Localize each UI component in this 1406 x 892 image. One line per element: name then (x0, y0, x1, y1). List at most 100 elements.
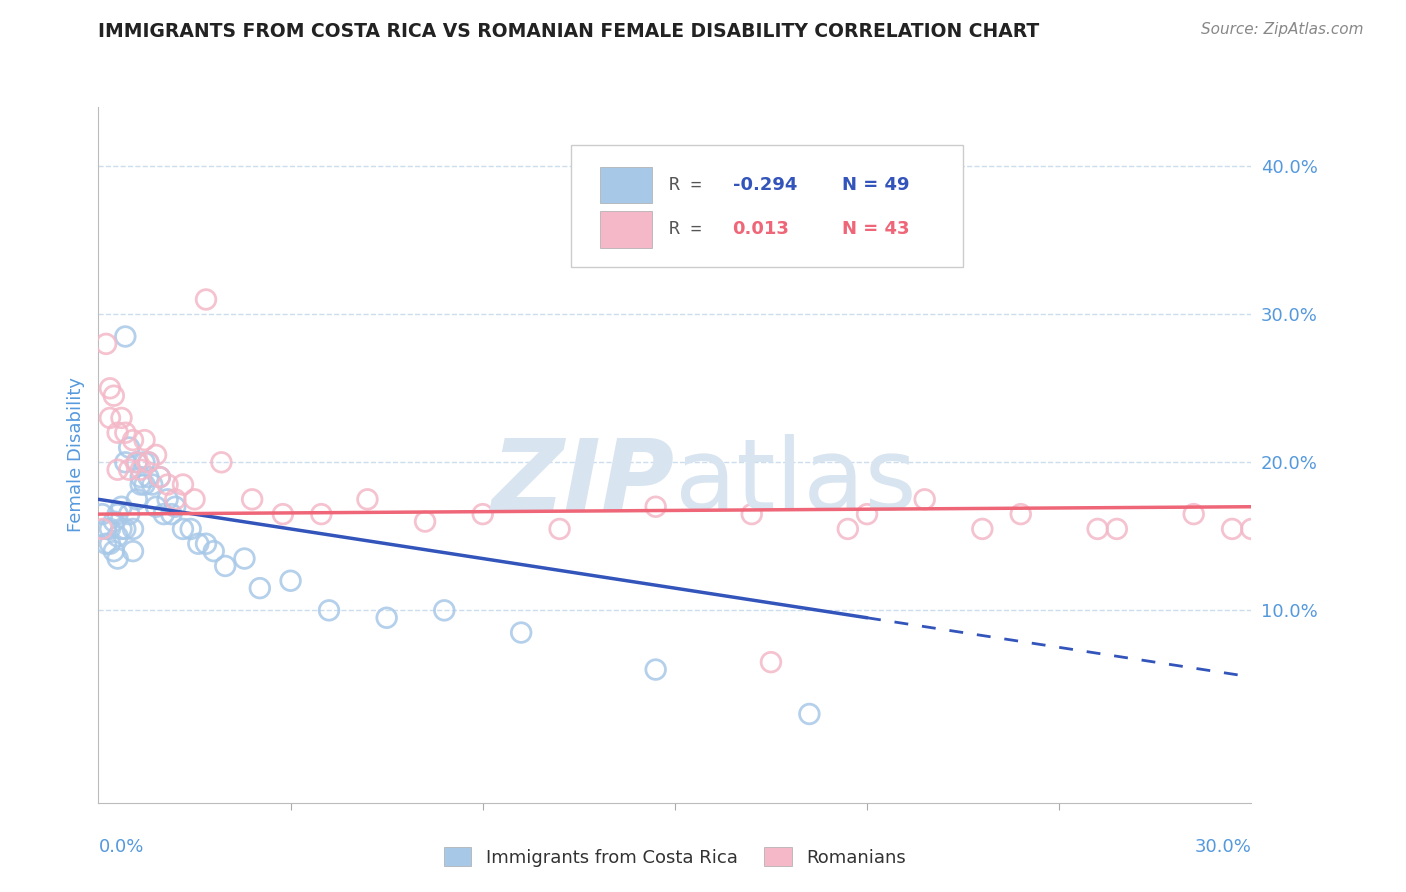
Point (183, 492, 205, 507)
Point (94, 537, 117, 551)
Point (107, 551, 129, 566)
Point (311, 507, 333, 521)
Point (1105, 522, 1128, 536)
Point (187, 537, 209, 551)
Point (202, 544, 225, 558)
Point (240, 492, 263, 507)
Point (644, 500, 666, 514)
Point (122, 433, 145, 447)
Point (98, 522, 121, 536)
Point (107, 425, 129, 440)
Point (799, 706, 821, 721)
Point (103, 544, 125, 558)
Point (138, 470, 160, 484)
Point (233, 551, 256, 566)
Text: N = 43: N = 43 (842, 220, 910, 238)
Point (145, 448, 167, 462)
Point (110, 522, 132, 536)
Point (172, 477, 194, 491)
Point (152, 507, 174, 521)
Point (134, 455, 156, 469)
Point (856, 507, 879, 521)
Point (914, 492, 936, 507)
Point (413, 515, 436, 529)
Point (125, 455, 148, 469)
Point (972, 522, 994, 536)
Point (103, 389, 125, 403)
Point (160, 507, 183, 521)
FancyBboxPatch shape (571, 145, 963, 267)
Text: 30.0%: 30.0% (1195, 838, 1251, 855)
Text: ZIP: ZIP (492, 434, 675, 532)
Point (125, 492, 148, 507)
Point (149, 470, 172, 484)
Text: atlas: atlas (675, 434, 917, 532)
Point (118, 441, 141, 455)
Text: -0.294: -0.294 (733, 176, 797, 194)
Point (1010, 507, 1032, 521)
Point (114, 522, 136, 536)
Point (209, 455, 232, 469)
Point (122, 544, 145, 558)
Text: R =: R = (669, 220, 713, 238)
Y-axis label: Female Disability: Female Disability (66, 377, 84, 533)
Point (271, 507, 294, 521)
Point (145, 500, 167, 514)
Point (125, 455, 148, 469)
Point (433, 603, 456, 617)
Point (837, 522, 859, 536)
Text: R =: R = (669, 176, 713, 194)
Point (1220, 522, 1243, 536)
Point (129, 470, 152, 484)
Point (138, 455, 160, 469)
Point (114, 329, 136, 343)
Point (118, 507, 141, 521)
Point (1182, 507, 1205, 521)
Point (141, 477, 163, 491)
Point (94, 522, 117, 536)
Point (195, 293, 218, 307)
Point (118, 463, 141, 477)
Point (759, 655, 782, 669)
Text: N = 49: N = 49 (842, 176, 910, 194)
Point (375, 611, 398, 625)
Point (510, 625, 533, 640)
Point (107, 529, 129, 543)
Point (356, 492, 378, 507)
Point (249, 581, 271, 595)
Point (122, 522, 145, 536)
Point (165, 500, 187, 514)
Point (129, 477, 152, 491)
Text: Source: ZipAtlas.com: Source: ZipAtlas.com (1201, 22, 1364, 37)
Point (471, 507, 494, 521)
FancyBboxPatch shape (600, 167, 652, 203)
Point (214, 558, 236, 573)
Point (1087, 522, 1109, 536)
Point (103, 515, 125, 529)
Point (318, 603, 340, 617)
Point (156, 492, 179, 507)
Point (129, 463, 152, 477)
Point (165, 492, 187, 507)
Point (110, 500, 132, 514)
Point (156, 477, 179, 491)
Point (107, 463, 129, 477)
Text: 0.0%: 0.0% (98, 838, 143, 855)
Point (644, 663, 666, 677)
Point (114, 455, 136, 469)
Point (548, 522, 571, 536)
Point (195, 537, 218, 551)
Point (98, 411, 121, 425)
Point (98, 381, 121, 395)
Point (91, 507, 114, 521)
Point (741, 507, 763, 521)
Text: 0.013: 0.013 (733, 220, 789, 238)
Point (114, 425, 136, 440)
Point (110, 411, 132, 425)
Point (180, 522, 202, 536)
Point (91, 522, 114, 536)
Point (138, 455, 160, 469)
Point (134, 477, 156, 491)
Point (280, 574, 302, 588)
Point (98, 537, 121, 551)
